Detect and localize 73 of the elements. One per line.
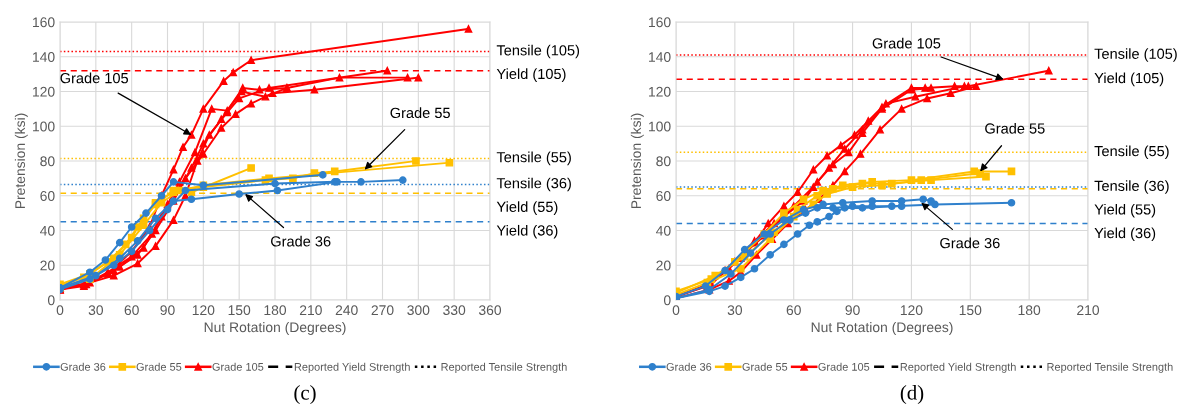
annotation: Grade 36 <box>271 235 331 247</box>
y-tick-label: 120 <box>33 86 55 97</box>
y-tick-label: 0 <box>47 295 55 306</box>
y-tick-label: 80 <box>40 156 55 167</box>
x-tick-label: 90 <box>845 305 860 316</box>
y-tick-label: 100 <box>33 121 55 132</box>
legend-label: Grade 105 <box>818 362 870 371</box>
y-tick-label: 20 <box>656 260 671 271</box>
x-axis-title: Nut Rotation (Degrees) <box>811 321 953 335</box>
legend-label: Grade 36 <box>60 362 106 371</box>
ref-line-label: Tensile (55) <box>1094 145 1169 160</box>
y-tick-label: 100 <box>649 121 671 132</box>
ref-line-label: Yield (105) <box>1094 72 1164 87</box>
ref-line-label: Tensile (36) <box>1094 180 1169 194</box>
x-tick-label: 30 <box>727 305 743 316</box>
x-tick-label: 0 <box>56 305 64 316</box>
ref-line-label: Tensile (55) <box>496 151 571 166</box>
x-tick-label: 210 <box>1077 305 1100 316</box>
y-tick-label: 160 <box>33 17 55 28</box>
legend-label: Grade 55 <box>136 362 182 371</box>
legend-label: Grade 36 <box>666 362 712 371</box>
x-tick-label: 180 <box>1018 305 1041 316</box>
x-tick-label: 180 <box>264 305 287 316</box>
annotation: Grade 105 <box>872 37 941 49</box>
x-tick-label: 0 <box>672 305 680 316</box>
ref-line-label: Yield (55) <box>1094 203 1156 218</box>
ref-line-label: Yield (55) <box>496 201 558 215</box>
y-tick-label: 60 <box>656 191 671 201</box>
ref-line-label: Yield (105) <box>496 68 566 82</box>
y-tick-label: 140 <box>649 52 671 62</box>
x-tick-label: 150 <box>228 305 251 316</box>
x-tick-label: 240 <box>335 305 358 316</box>
x-axis-title: Nut Rotation (Degrees) <box>204 321 346 335</box>
legend-label: Reported Tensile Strength <box>1047 362 1173 373</box>
y-tick-label: 120 <box>649 86 671 97</box>
x-tick-label: 300 <box>407 305 430 316</box>
x-tick-label: 30 <box>88 305 104 316</box>
x-tick-label: 60 <box>786 305 801 316</box>
annotation: Grade 105 <box>60 72 129 84</box>
legend-label: Reported Yield Strength <box>900 362 1016 373</box>
y-tick-label: 0 <box>663 295 671 306</box>
y-tick-label: 40 <box>656 225 671 236</box>
legend-label: Reported Yield Strength <box>294 362 410 373</box>
ref-line-label: Tensile (36) <box>496 177 571 192</box>
y-tick-label: 60 <box>40 191 55 201</box>
legend-label: Grade 55 <box>742 362 788 371</box>
y-axis-title: Pretension (ksi) <box>630 113 644 209</box>
ref-line-label: Tensile (105) <box>496 44 580 59</box>
x-tick-label: 330 <box>443 305 466 316</box>
ref-line-label: Yield (36) <box>1094 227 1156 242</box>
y-axis-title: Pretension (ksi) <box>14 113 28 209</box>
x-tick-label: 360 <box>478 305 502 316</box>
x-tick-label: 120 <box>900 305 923 316</box>
y-tick-label: 140 <box>33 52 55 62</box>
text: (d) <box>900 385 924 404</box>
y-tick-label: 20 <box>40 260 55 271</box>
y-tick-label: 160 <box>649 17 671 28</box>
annotation: Grade 55 <box>390 107 450 119</box>
x-tick-label: 90 <box>160 305 175 316</box>
annotation: Grade 36 <box>940 237 1000 249</box>
text: (c) <box>294 385 316 404</box>
y-tick-label: 40 <box>40 225 55 236</box>
x-tick-label: 60 <box>124 305 139 316</box>
x-tick-label: 210 <box>299 305 322 316</box>
x-tick-label: 270 <box>371 305 394 316</box>
y-tick-label: 80 <box>656 156 671 167</box>
ref-line-label: Yield (36) <box>496 224 558 239</box>
x-tick-label: 150 <box>959 305 982 316</box>
ref-line-label: Tensile (105) <box>1094 48 1177 62</box>
legend-label: Grade 105 <box>212 362 264 371</box>
legend-label: Reported Tensile Strength <box>441 362 567 373</box>
annotation: Grade 55 <box>985 122 1045 134</box>
x-tick-label: 120 <box>192 305 215 316</box>
